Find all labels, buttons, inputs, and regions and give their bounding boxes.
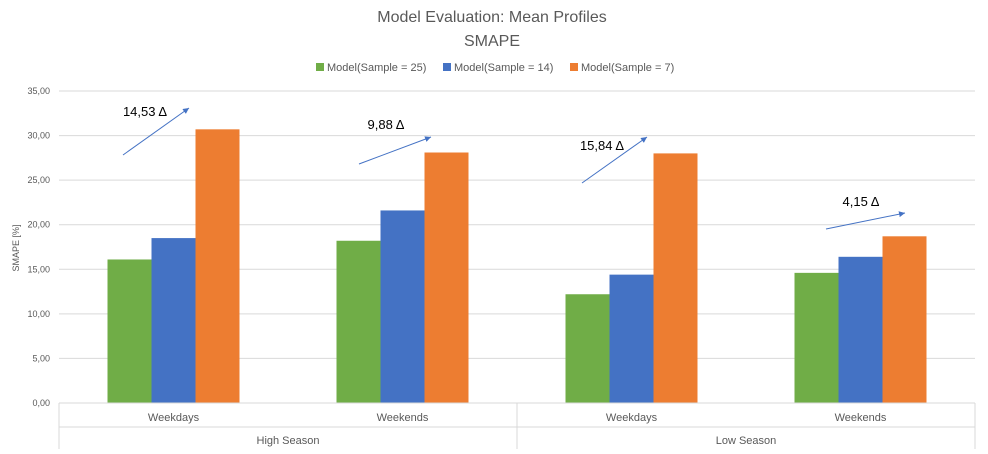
y-tick-label: 10,00 xyxy=(27,309,50,319)
x-group-label: Low Season xyxy=(716,435,777,447)
legend-swatch xyxy=(443,63,451,71)
y-tick-label: 0,00 xyxy=(32,398,50,408)
bar xyxy=(380,210,425,403)
y-tick-label: 15,00 xyxy=(27,264,50,274)
bar xyxy=(653,153,698,403)
legend-label: Model(Sample = 14) xyxy=(454,62,553,74)
bar xyxy=(838,256,883,403)
annotation-label: 14,53 Δ xyxy=(123,104,167,119)
bar xyxy=(195,129,240,403)
bar xyxy=(151,238,196,403)
annotation-arrow xyxy=(122,107,190,156)
bar xyxy=(882,236,927,403)
annotation-label: 9,88 Δ xyxy=(368,117,405,132)
y-axis-label: SMAPE [%] xyxy=(11,224,21,271)
bar xyxy=(424,152,469,403)
bar xyxy=(565,294,610,403)
x-tick-label: Weekdays xyxy=(606,412,658,424)
y-tick-label: 30,00 xyxy=(27,131,50,141)
legend-label: Model(Sample = 25) xyxy=(327,62,426,74)
bar xyxy=(107,259,152,403)
legend-label: Model(Sample = 7) xyxy=(581,62,674,74)
annotation-label: 15,84 Δ xyxy=(580,138,624,153)
legend-swatch xyxy=(570,63,578,71)
annotation-arrow xyxy=(358,136,432,165)
x-tick-label: Weekends xyxy=(835,412,887,424)
y-tick-label: 25,00 xyxy=(27,175,50,185)
bar xyxy=(794,272,839,403)
annotation-arrow xyxy=(825,211,906,230)
chart-subtitle: SMAPE xyxy=(464,33,520,50)
x-tick-label: Weekdays xyxy=(148,412,200,424)
legend-swatch xyxy=(316,63,324,71)
chart-title: Model Evaluation: Mean Profiles xyxy=(377,9,606,26)
x-group-label: High Season xyxy=(257,435,320,447)
bar xyxy=(336,240,381,403)
x-tick-label: Weekends xyxy=(377,412,429,424)
bar xyxy=(609,274,654,403)
annotation-arrow xyxy=(581,136,648,184)
annotation-label: 4,15 Δ xyxy=(843,194,880,209)
y-tick-label: 20,00 xyxy=(27,220,50,230)
y-tick-label: 35,00 xyxy=(27,86,50,96)
y-tick-label: 5,00 xyxy=(32,353,50,363)
